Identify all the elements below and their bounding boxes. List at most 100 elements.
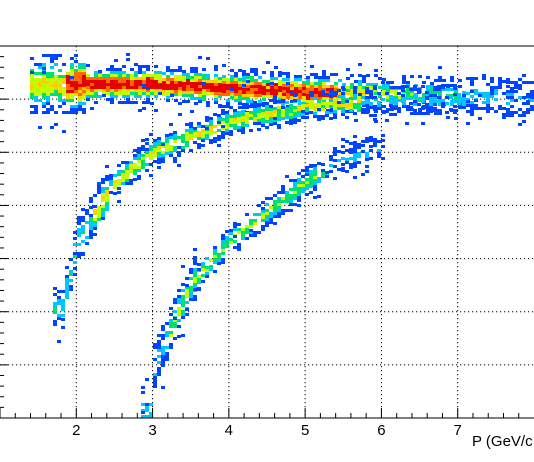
heatmap-cell (157, 367, 161, 370)
heatmap-cell (377, 155, 381, 158)
heatmap-cell (170, 78, 174, 81)
heatmap-cell (389, 104, 393, 107)
heatmap-cell (214, 68, 218, 71)
heatmap-cell (326, 79, 330, 82)
heatmap-cell (502, 113, 506, 116)
heatmap-cell (530, 93, 534, 96)
x-tick-label: 3 (148, 422, 156, 439)
heatmap-cell (114, 74, 118, 77)
heatmap-cell (486, 98, 490, 101)
heatmap-cell (510, 93, 514, 96)
x-tick-label: 5 (301, 422, 309, 439)
heatmap-cell (234, 90, 238, 93)
heatmap-cell (390, 90, 394, 93)
heatmap-cell (193, 286, 197, 289)
heatmap-cell (77, 222, 81, 225)
heatmap-cell (341, 98, 345, 101)
heatmap-cell (345, 100, 349, 103)
heatmap-cell (273, 119, 277, 122)
heatmap-cell (385, 92, 389, 95)
heatmap-cell (325, 175, 329, 178)
heatmap-cell (246, 91, 250, 94)
heatmap-cell (386, 96, 390, 99)
heatmap-cell (229, 121, 233, 124)
heatmap-cell (214, 77, 218, 80)
heatmap-cell (181, 310, 185, 313)
heatmap-cell (118, 68, 122, 71)
heatmap-cell (209, 132, 213, 135)
heatmap-cell (233, 121, 237, 124)
heatmap-cell (273, 117, 277, 120)
heatmap-cell (293, 182, 297, 185)
heatmap-cell (317, 162, 321, 165)
heatmap-cell (137, 175, 141, 178)
heatmap-cell (369, 93, 373, 96)
heatmap-cell (153, 379, 157, 382)
heatmap-cell (302, 102, 306, 105)
heatmap-cell (185, 292, 189, 295)
heatmap-cell (502, 116, 506, 119)
plot-frame (0, 45, 534, 419)
heatmap-cell (217, 114, 221, 117)
heatmap-cell (73, 243, 77, 246)
heatmap-cell (62, 75, 66, 78)
heatmap-cell (181, 334, 185, 337)
heatmap-cell (57, 299, 61, 302)
heatmap-cell (450, 88, 454, 91)
heatmap-cell (313, 179, 317, 182)
heatmap-cell (109, 183, 113, 186)
heatmap-cell (241, 231, 245, 234)
heatmap-cell (65, 278, 69, 281)
heatmap-cell (285, 191, 289, 194)
heatmap-cell (181, 283, 185, 286)
heatmap-cell (290, 100, 294, 103)
heatmap-cell (337, 159, 341, 162)
heatmap-cell (213, 249, 217, 252)
heatmap-cell (245, 124, 249, 127)
heatmap-cell (237, 228, 241, 231)
heatmap-cell (430, 82, 434, 85)
heatmap-cell (122, 86, 126, 89)
heatmap-cell (166, 78, 170, 81)
heatmap-cell (230, 81, 234, 84)
heatmap-cell (110, 83, 114, 86)
heatmap-cell (286, 87, 290, 90)
heatmap-cell (38, 93, 42, 96)
heatmap-cell (369, 114, 373, 117)
heatmap-cell (274, 77, 278, 80)
heatmap-cell (238, 99, 242, 102)
heatmap-cell (137, 151, 141, 154)
heatmap-cell (70, 111, 74, 114)
heatmap-cell (210, 89, 214, 92)
heatmap-cell (454, 97, 458, 100)
heatmap-cell (114, 92, 118, 95)
heatmap-cell (242, 84, 246, 87)
heatmap-cell (438, 76, 442, 79)
heatmap-cell (197, 268, 201, 271)
heatmap-cell (205, 131, 209, 134)
heatmap-cell (374, 69, 378, 72)
heatmap-cell (129, 182, 133, 185)
heatmap-cell (113, 180, 117, 183)
heatmap-cell (522, 114, 526, 117)
heatmap-cell (126, 101, 130, 104)
heatmap-cell (185, 129, 189, 132)
heatmap-cell (277, 106, 281, 109)
heatmap-cell (337, 104, 341, 107)
heatmap-cell (329, 111, 333, 114)
heatmap-cell (90, 107, 94, 110)
heatmap-cell (286, 90, 290, 93)
heatmap-cell (261, 210, 265, 213)
heatmap-cell (134, 89, 138, 92)
heatmap-cell (193, 248, 197, 251)
heatmap-cell (105, 175, 109, 178)
heatmap-cell (226, 87, 230, 90)
heatmap-cell (149, 412, 153, 415)
heatmap-cell (310, 88, 314, 91)
heatmap-cell (362, 92, 366, 95)
heatmap-cell (278, 98, 282, 101)
heatmap-cell (78, 66, 82, 69)
heatmap-cell (122, 92, 126, 95)
heatmap-cell (293, 118, 297, 121)
heatmap-cell (445, 96, 449, 99)
